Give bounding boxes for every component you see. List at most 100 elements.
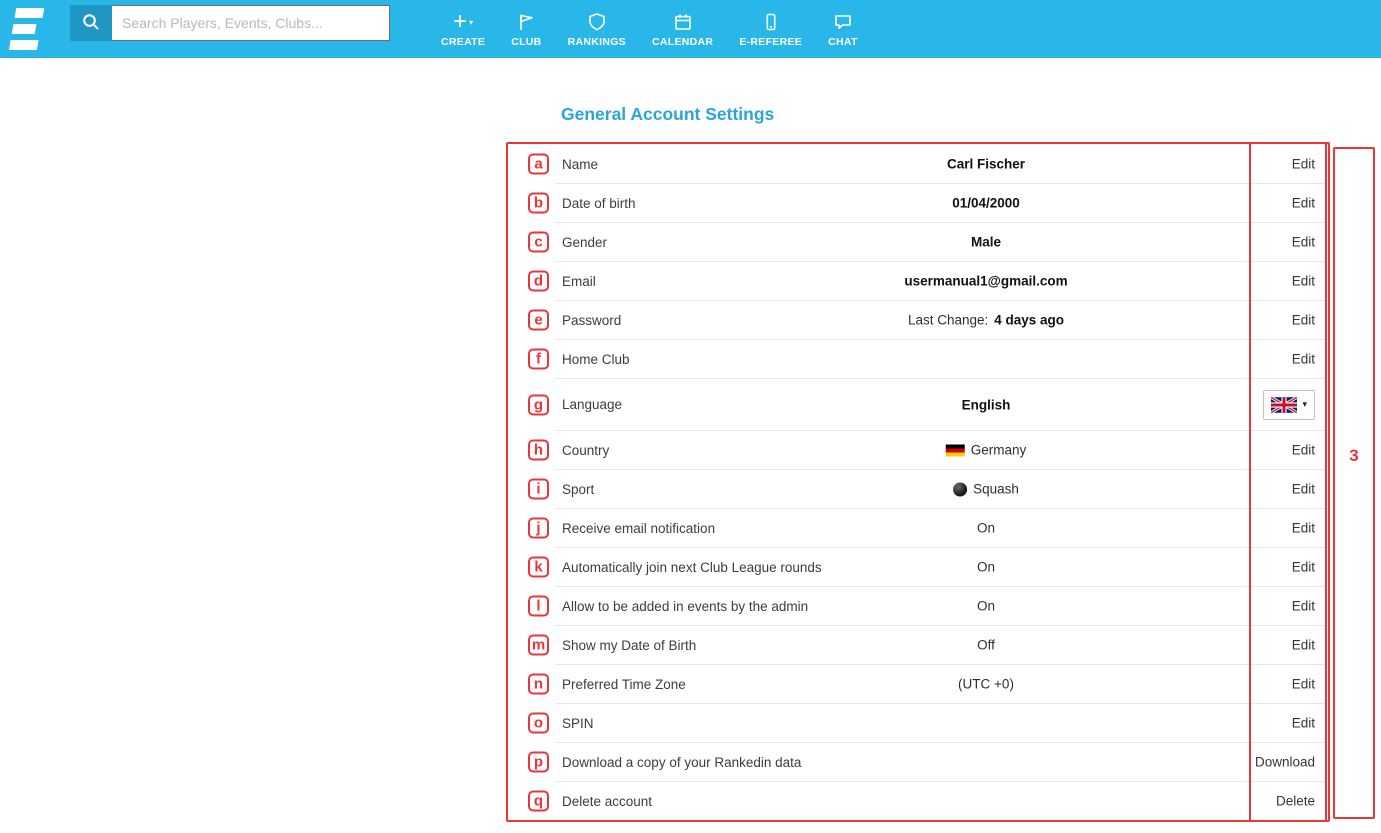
annotation-letter-badge: g — [528, 394, 549, 415]
edit-link[interactable]: Edit — [1291, 273, 1315, 289]
settings-row: i Sport Squash Edit — [528, 470, 1325, 509]
edit-link[interactable]: Edit — [1291, 351, 1315, 367]
calendar-icon — [673, 10, 693, 34]
setting-label: Home Club — [562, 351, 630, 367]
annotation-letter-badge: a — [528, 153, 549, 175]
annotation-number-label: 3 — [1349, 446, 1359, 465]
settings-row: q Delete account Delete — [528, 782, 1325, 821]
annotation-letter-badge: q — [528, 790, 549, 812]
setting-label: Country — [562, 442, 610, 458]
setting-value: On — [976, 520, 996, 536]
search-input[interactable] — [112, 5, 390, 41]
annotation-letter-badge: i — [528, 478, 549, 500]
chat-bubble-icon — [833, 10, 853, 34]
settings-row: b Date of birth 01/04/2000 Edit — [528, 184, 1325, 223]
edit-link[interactable]: Edit — [1291, 637, 1315, 653]
settings-row: m Show my Date of Birth Off Edit — [528, 626, 1325, 665]
edit-link[interactable]: Edit — [1291, 156, 1315, 172]
edit-link[interactable]: Edit — [1291, 598, 1315, 614]
chevron-down-icon: ▾ — [1302, 399, 1307, 409]
delete-link[interactable]: Delete — [1275, 793, 1315, 809]
top-navigation-bar: +▾ CREATE CLUB RANKI — [0, 0, 1381, 58]
annotation-letter-badge: c — [528, 231, 549, 253]
settings-row: k Automatically join next Club League ro… — [528, 548, 1325, 587]
nav-item-calendar[interactable]: CALENDAR — [639, 0, 726, 58]
annotation-letter-badge: e — [528, 309, 549, 331]
settings-row: e Password Last Change: 4 days ago Edit — [528, 301, 1325, 340]
search-icon — [81, 12, 101, 35]
edit-link[interactable]: Edit — [1291, 481, 1315, 497]
setting-label: Sport — [562, 481, 595, 497]
nav-label: E-REFEREE — [739, 36, 803, 48]
settings-row: f Home Club Edit — [528, 340, 1325, 379]
edit-link[interactable]: Edit — [1291, 234, 1315, 250]
setting-label: Automatically join next Club League roun… — [562, 559, 822, 575]
nav-item-create[interactable]: + ▾ CREATE — [428, 0, 498, 58]
nav-label: CLUB — [511, 36, 542, 48]
sport-ball-icon — [953, 482, 968, 496]
nav-label: CHAT — [828, 36, 858, 48]
setting-label: Show my Date of Birth — [562, 637, 697, 653]
settings-row: h Country Germany Edit — [528, 431, 1325, 470]
edit-link[interactable]: Edit — [1291, 676, 1315, 692]
annotation-letter-badge: f — [528, 348, 549, 370]
settings-row: n Preferred Time Zone (UTC +0) Edit — [528, 665, 1325, 704]
setting-label: Download a copy of your Rankedin data — [562, 754, 802, 770]
setting-value: (UTC +0) — [958, 676, 1014, 692]
page-title: General Account Settings — [561, 104, 775, 124]
settings-row: j Receive email notification On Edit — [528, 509, 1325, 548]
setting-label: Email — [562, 273, 596, 289]
edit-link[interactable]: Edit — [1291, 715, 1315, 731]
uk-flag-icon — [1271, 396, 1298, 413]
flag-icon — [516, 10, 536, 34]
rankedin-logo[interactable] — [5, 4, 47, 54]
edit-link[interactable]: Edit — [1291, 520, 1315, 536]
setting-value: On — [976, 598, 996, 614]
edit-link[interactable]: Edit — [1291, 312, 1315, 328]
nav-item-chat[interactable]: CHAT — [815, 0, 871, 58]
setting-value: Squash — [953, 482, 1019, 497]
setting-label: SPIN — [562, 715, 594, 731]
setting-label: Allow to be added in events by the admin — [562, 598, 809, 614]
plus-dropdown-icon: + ▾ — [453, 8, 474, 35]
setting-value: 01/04/2000 — [952, 195, 1020, 211]
search-button[interactable] — [70, 5, 112, 41]
edit-link[interactable]: Edit — [1291, 442, 1315, 458]
nav-label: CREATE — [441, 36, 486, 48]
edit-link[interactable]: Edit — [1291, 195, 1315, 211]
nav-label: CALENDAR — [651, 36, 714, 48]
setting-value: Male — [970, 234, 1002, 250]
germany-flag-icon — [945, 444, 965, 456]
settings-row: g Language English ▾ — [528, 379, 1325, 431]
setting-label: Delete account — [562, 793, 653, 809]
nav-label: RANKINGS — [567, 36, 626, 48]
setting-value: On — [976, 559, 996, 575]
setting-value: Germany — [945, 443, 1026, 458]
annotation-letter-badge: k — [528, 556, 549, 578]
settings-row: l Allow to be added in events by the adm… — [528, 587, 1325, 626]
annotation-letter-badge: b — [528, 192, 549, 214]
setting-label: Receive email notification — [562, 520, 716, 536]
annotation-letter-badge: h — [528, 439, 549, 461]
annotation-letter-badge: n — [528, 673, 549, 695]
nav-item-club[interactable]: CLUB — [498, 0, 554, 58]
setting-label: Preferred Time Zone — [562, 676, 686, 692]
annotation-box-right — [1333, 147, 1375, 819]
annotation-letter-badge: j — [528, 517, 549, 539]
nav-item-ereferee[interactable]: E-REFEREE — [726, 0, 815, 58]
setting-value: usermanual1@gmail.com — [904, 273, 1068, 289]
settings-row: a Name Carl Fischer Edit — [528, 145, 1325, 184]
shield-icon — [587, 10, 607, 34]
annotation-letter-badge: l — [528, 595, 549, 617]
download-link[interactable]: Download — [1254, 754, 1315, 770]
annotation-letter-badge: d — [528, 270, 549, 292]
nav-item-rankings[interactable]: RANKINGS — [555, 0, 639, 58]
language-flag-dropdown[interactable]: ▾ — [1263, 389, 1315, 420]
settings-row: p Download a copy of your Rankedin data … — [528, 743, 1325, 782]
setting-value: Off — [977, 637, 995, 653]
edit-link[interactable]: Edit — [1291, 559, 1315, 575]
setting-label: Name — [562, 156, 599, 172]
annotation-letter-badge: m — [528, 634, 549, 656]
setting-label: Date of birth — [562, 195, 636, 211]
